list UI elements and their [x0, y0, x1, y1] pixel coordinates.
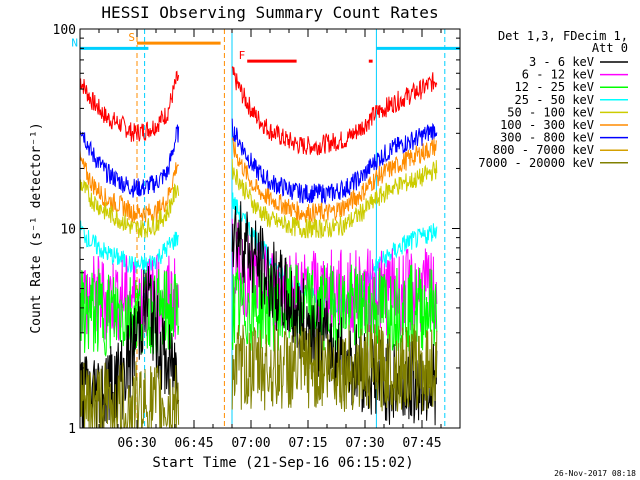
legend-label: 300 - 800 keV	[500, 131, 594, 145]
flag-bars: S N F	[71, 31, 460, 63]
series-100-300-kev	[79, 118, 438, 205]
flag-label-f: F	[239, 49, 246, 62]
y-tick-label: 100	[53, 23, 76, 38]
legend-label: 100 - 300 keV	[500, 118, 594, 132]
y-axis-label: Count Rate (s⁻¹ detector⁻¹)	[29, 122, 44, 333]
x-axis-label: Start Time (21-Sep-16 06:15:02)	[152, 455, 413, 471]
series-300-800-kev	[79, 66, 438, 156]
x-tick-label: 07:00	[231, 436, 270, 451]
x-tick-label: 06:30	[117, 436, 156, 451]
legend-label: 25 - 50 keV	[515, 93, 594, 107]
series-50-100-kev	[79, 137, 438, 224]
footer-timestamp: 26-Nov-2017 08:18	[554, 469, 636, 478]
x-tick-label: 07:15	[288, 436, 327, 451]
legend-label: 50 - 100 keV	[507, 105, 594, 119]
legend-label: 3 - 6 keV	[529, 55, 594, 69]
axes: 06:30 06:45 07:00 07:15 07:30 07:45 1 10 100	[53, 23, 461, 451]
series-7000-20000-kev	[79, 324, 438, 430]
series-3-6-kev	[79, 264, 438, 357]
legend-header-line-1: Det 1,3, FDecim 1,	[498, 29, 628, 43]
legend-header-line-2: Att 0	[592, 41, 628, 55]
legend-label: 7000 - 20000 keV	[478, 156, 594, 170]
legend-label: 6 - 12 keV	[522, 68, 594, 82]
flag-label-n: N	[71, 36, 78, 49]
x-tick-label: 07:30	[345, 436, 384, 451]
legend-label: 800 - 7000 keV	[493, 143, 594, 157]
chart-title: HESSI Observing Summary Count Rates	[101, 3, 438, 22]
flag-label-s: S	[128, 31, 135, 44]
series-25-50-kev	[79, 158, 438, 239]
y-tick-label: 1	[68, 422, 76, 437]
data-series	[79, 66, 438, 430]
y-tick-label: 10	[60, 223, 76, 238]
x-tick-label: 06:45	[174, 436, 213, 451]
legend-label: 12 - 25 keV	[515, 80, 594, 94]
x-tick-label: 07:45	[402, 436, 441, 451]
